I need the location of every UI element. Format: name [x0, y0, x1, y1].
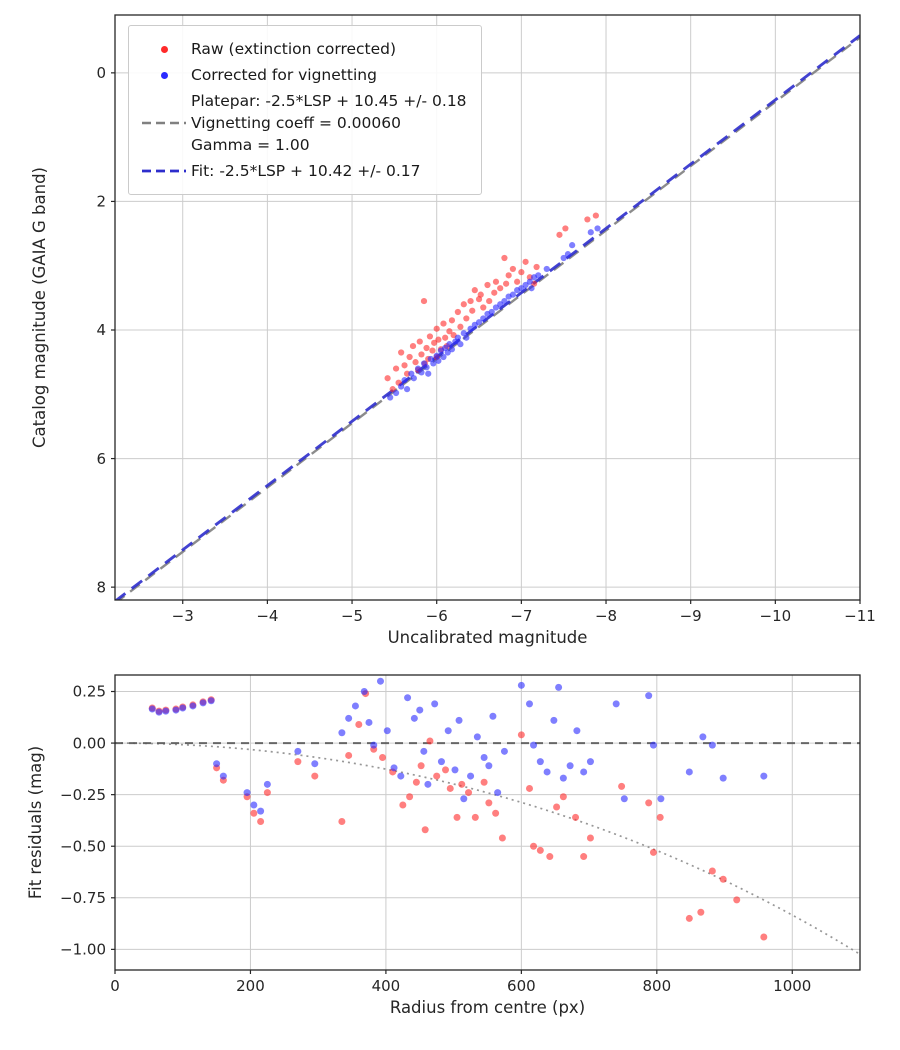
svg-text:4: 4	[96, 321, 106, 339]
legend-entry-raw: Raw (extinction corrected)	[137, 38, 467, 60]
legend-entry-corrected: Corrected for vignetting	[137, 64, 467, 86]
tick-labels: 0 200 400 600 800 1000 0.25 0.00 −0.25 −0.50 −0.75…	[60, 683, 811, 995]
svg-text:200: 200	[236, 977, 265, 995]
svg-text:−4: −4	[256, 607, 278, 625]
residuals-chart-plot-area	[115, 677, 860, 955]
magnitude-fit-chart-series-raw	[384, 212, 599, 393]
svg-text:0: 0	[96, 64, 106, 82]
svg-text:8: 8	[96, 578, 106, 596]
corrected-dot-icon	[137, 71, 191, 79]
gray-dashed-line-icon	[137, 120, 191, 126]
tick-marks	[111, 72, 861, 604]
svg-text:−0.25: −0.25	[60, 786, 106, 804]
grid-lines	[115, 15, 861, 600]
svg-text:−7: −7	[510, 607, 532, 625]
legend-entry-fit: Fit: -2.5*LSP + 10.42 +/- 0.17	[137, 160, 467, 182]
legend-platepar-label: Platepar: -2.5*LSP + 10.45 +/- 0.18 Vign…	[191, 90, 467, 156]
platepar-label-line2: Vignetting coeff = 0.00060	[191, 114, 401, 132]
magnitude-fit-chart: −3 −4 −5 −6 −7 −8 −9 −10 −11 0 2 4 6 8	[96, 14, 876, 625]
svg-text:−5: −5	[341, 607, 363, 625]
svg-text:2: 2	[96, 193, 106, 211]
legend-raw-label: Raw (extinction corrected)	[191, 40, 397, 58]
svg-text:−8: −8	[595, 607, 617, 625]
legend-entry-platepar: Platepar: -2.5*LSP + 10.45 +/- 0.18 Vign…	[137, 90, 467, 156]
platepar-label-line1: Platepar: -2.5*LSP + 10.45 +/- 0.18	[191, 92, 467, 110]
svg-text:−6: −6	[426, 607, 448, 625]
tick-labels: −3 −4 −5 −6 −7 −8 −9 −10 −11 0 2 4 6 8	[96, 64, 875, 625]
platepar-line	[117, 36, 860, 600]
svg-text:0.00: 0.00	[73, 734, 106, 752]
blue-dashed-line-icon	[137, 168, 191, 174]
svg-text:0: 0	[110, 977, 120, 995]
svg-text:−11: −11	[844, 607, 876, 625]
fit-line	[115, 34, 860, 600]
residuals-chart-spines	[114, 674, 861, 971]
svg-text:−9: −9	[680, 607, 702, 625]
residuals-chart: 0 200 400 600 800 1000 0.25 0.00 −0.25 −0.50 −0.75…	[60, 674, 861, 995]
svg-text:1000: 1000	[773, 977, 811, 995]
svg-text:−1.00: −1.00	[60, 941, 106, 959]
svg-text:800: 800	[642, 977, 671, 995]
grid-lines	[114, 675, 860, 970]
svg-text:−0.75: −0.75	[60, 889, 106, 907]
vignetting-curve	[115, 742, 860, 955]
svg-text:−3: −3	[172, 607, 194, 625]
bottom-chart-xlabel: Radius from centre (px)	[389, 998, 586, 1017]
magnitude-fit-chart-spines	[114, 14, 861, 601]
legend-corrected-label: Corrected for vignetting	[191, 66, 377, 84]
residuals-chart-series-corrected	[148, 677, 768, 815]
svg-text:600: 600	[507, 977, 536, 995]
magnitude-fit-chart-plot-area	[115, 34, 860, 600]
top-chart-ylabel: Catalog magnitude (GAIA G band)	[30, 167, 49, 448]
residuals-chart-series-raw	[148, 690, 768, 941]
svg-text:400: 400	[372, 977, 401, 995]
top-chart-xlabel: Uncalibrated magnitude	[387, 628, 588, 647]
svg-text:−0.50: −0.50	[60, 837, 106, 855]
svg-text:0.25: 0.25	[73, 683, 106, 701]
legend-fit-label: Fit: -2.5*LSP + 10.42 +/- 0.17	[191, 162, 421, 180]
tick-marks	[111, 690, 793, 974]
svg-text:−10: −10	[760, 607, 792, 625]
svg-text:6: 6	[96, 450, 106, 468]
magnitude-fit-chart-series-corrected	[387, 225, 601, 401]
raw-dot-icon	[137, 45, 191, 53]
bottom-chart-ylabel: Fit residuals (mag)	[26, 745, 45, 900]
platepar-label-line3: Gamma = 1.00	[191, 136, 310, 154]
legend: Raw (extinction corrected) Corrected for…	[128, 25, 482, 195]
